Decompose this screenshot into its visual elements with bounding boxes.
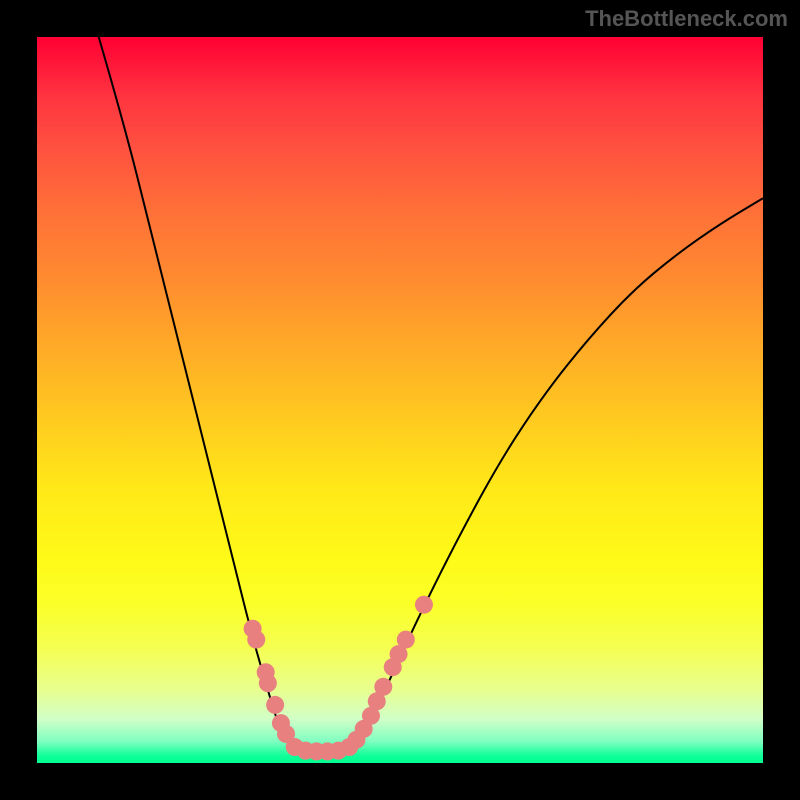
chart-svg [0, 0, 800, 800]
data-marker [259, 674, 277, 692]
watermark-text: TheBottleneck.com [585, 6, 788, 32]
chart-container: TheBottleneck.com [0, 0, 800, 800]
data-marker [374, 678, 392, 696]
data-marker [397, 631, 415, 649]
data-marker [266, 696, 284, 714]
data-marker [415, 596, 433, 614]
bottleneck-curve [99, 37, 763, 751]
data-marker [247, 631, 265, 649]
